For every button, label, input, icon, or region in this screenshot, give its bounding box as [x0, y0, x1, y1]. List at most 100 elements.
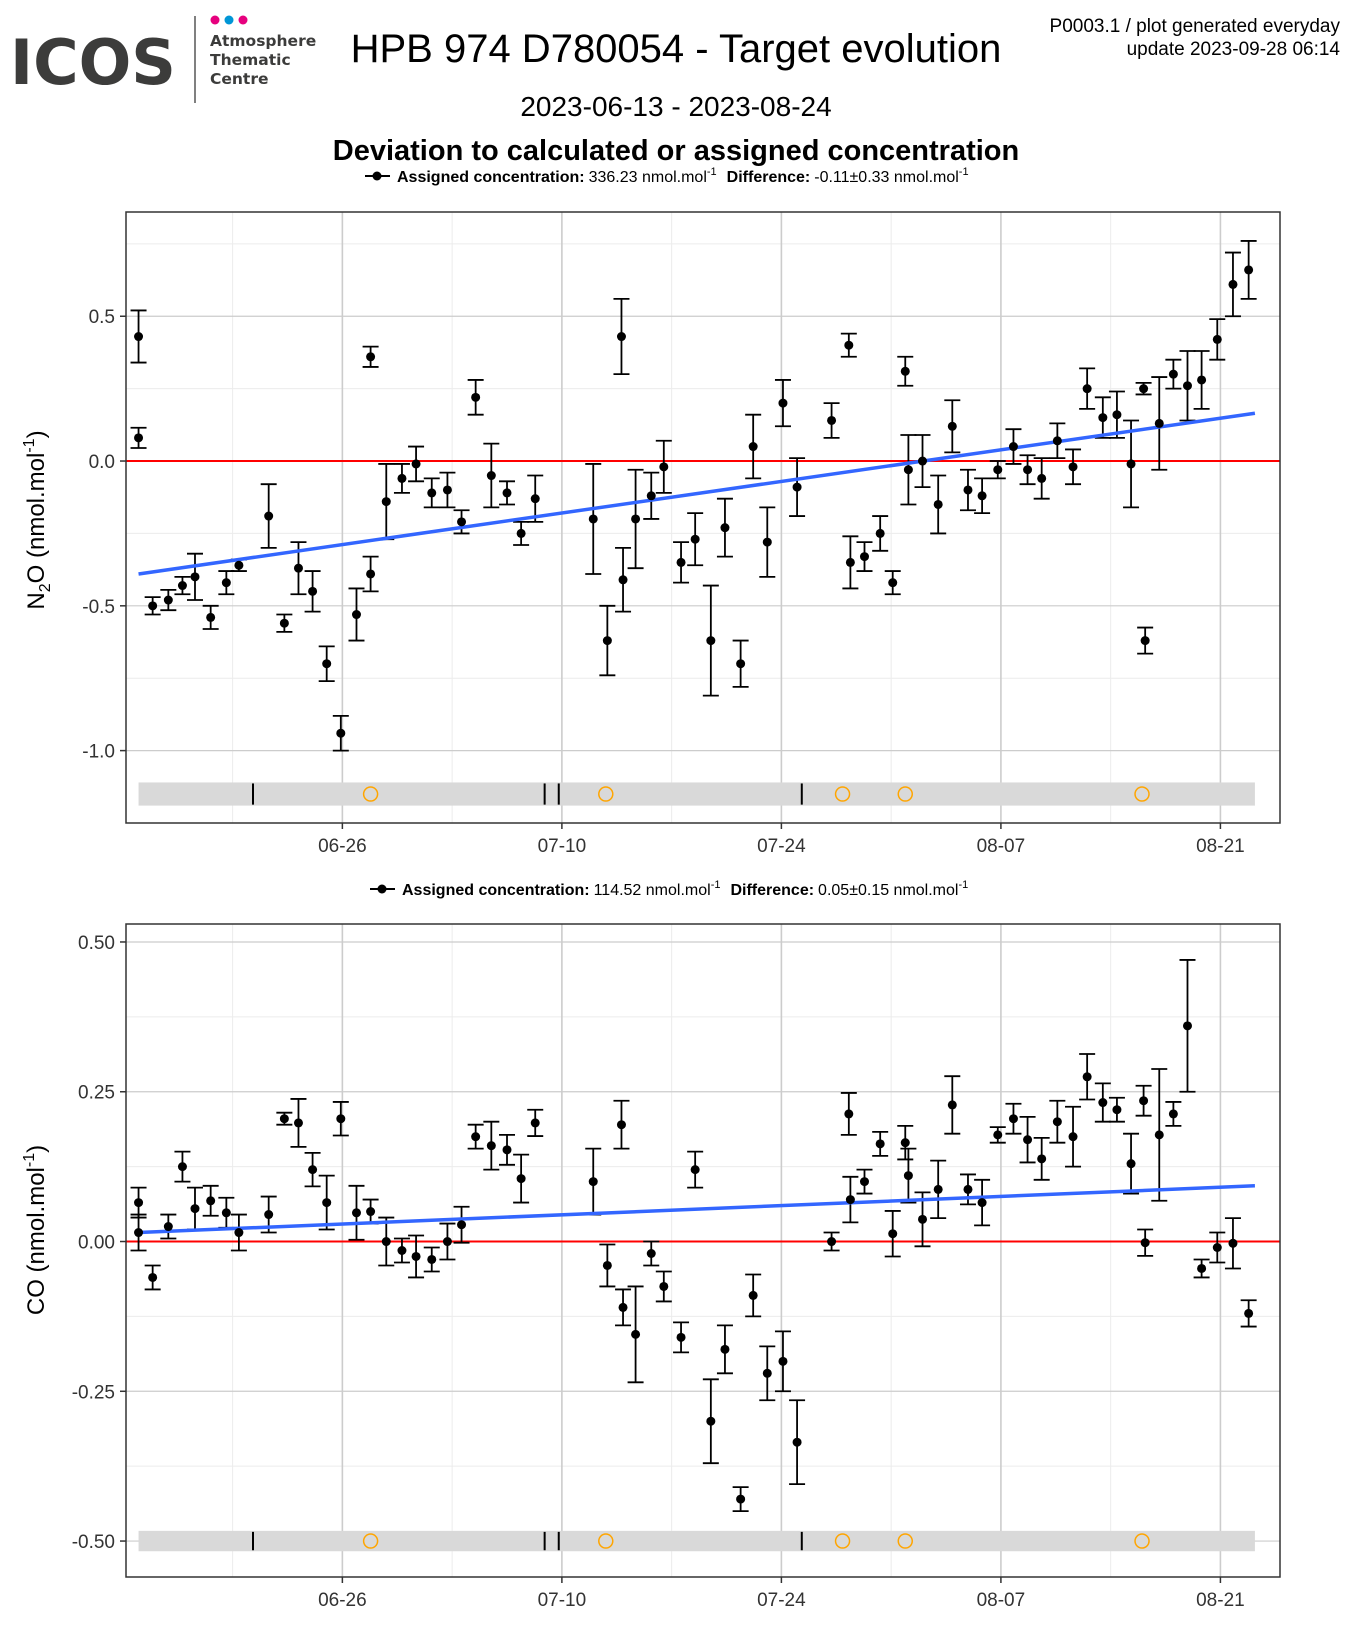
co-data-point	[1008, 1114, 1018, 1124]
n2o-data-point	[859, 552, 869, 562]
co-flag-circle	[897, 1533, 914, 1549]
n2o-data-point	[1082, 384, 1092, 394]
co-data-point	[381, 1237, 391, 1247]
co-data-point	[1112, 1105, 1122, 1115]
n2o-data-point	[706, 636, 716, 646]
n2o-data-point	[1037, 473, 1047, 483]
co-data-point	[977, 1198, 987, 1208]
corner-line-1: P0003.1 / plot generated everyday	[1050, 16, 1341, 37]
co-data-point	[1082, 1072, 1092, 1082]
n2o-data-point	[1168, 369, 1178, 379]
co-data-point	[1154, 1130, 1164, 1140]
co-data-point	[827, 1237, 837, 1247]
co-data-point	[1052, 1117, 1062, 1127]
co-trend-line	[138, 1184, 1255, 1235]
logo-brand: ICOS	[10, 26, 176, 99]
n2o-data-point	[397, 473, 407, 483]
co-y-label-sup: -1	[21, 1153, 38, 1167]
n2o-data-point	[336, 728, 346, 738]
n2o-data-point	[993, 465, 1003, 475]
co-data-point	[1168, 1109, 1178, 1119]
n2o-panel: 06-26 07-10 07-24 08-07 08-21 0.5 0.0 -0.5 -1.0	[82, 211, 1281, 857]
n2o-data-point	[720, 523, 730, 533]
co-data-point	[1098, 1098, 1108, 1108]
co-data-point	[397, 1246, 407, 1255]
chart-heading: Deviation to calculated or assigned conc…	[333, 135, 1019, 167]
co-y-axis-label: CO (nmol.mol-1)	[21, 1145, 50, 1315]
co-data-point	[427, 1254, 437, 1264]
n2o-y-axis-label: N2O (nmol.mol-1)	[21, 430, 54, 609]
co-data-point	[322, 1198, 332, 1208]
n2o-data-point	[264, 511, 274, 521]
co-y-tick-label: 0.50	[78, 933, 115, 954]
n2o-data-point	[778, 398, 788, 408]
n2o-data-point	[845, 557, 855, 567]
logo-dot-1	[210, 15, 220, 25]
n2o-data-point	[875, 528, 885, 538]
co-data-point	[859, 1177, 869, 1187]
n2o-data-point	[659, 462, 669, 472]
co-y-label-main: CO (nmol.mol	[23, 1167, 50, 1315]
legend-co-diff-sup: -1	[958, 879, 968, 891]
n2o-data-point	[977, 491, 987, 501]
co-data-point	[293, 1118, 303, 1128]
n2o-data-point	[1154, 418, 1164, 428]
n2o-y-tick-label: 0.5	[89, 307, 115, 328]
n2o-data-point	[947, 421, 957, 431]
co-data-point	[602, 1260, 612, 1270]
co-flag-circle	[362, 1533, 379, 1549]
n2o-data-point	[442, 485, 452, 495]
co-data-point	[264, 1210, 274, 1220]
co-x-tick-label: 08-21	[1196, 1590, 1245, 1611]
n2o-data-point	[1008, 442, 1018, 452]
legend-co-sup: -1	[711, 879, 721, 891]
legend-n2o-value: 336.23 nmol.mol	[589, 169, 707, 186]
co-data-point	[748, 1290, 758, 1300]
n2o-data-point	[234, 560, 244, 570]
co-data-point	[762, 1368, 772, 1378]
legend-n2o-marker	[372, 171, 382, 181]
legend-co-diff-label: Difference:	[730, 882, 814, 899]
logo-dot-2	[224, 15, 234, 25]
co-data-point	[148, 1272, 158, 1282]
co-data-point	[442, 1237, 452, 1247]
n2o-data-point	[1126, 459, 1136, 469]
n2o-x-tick-label: 07-24	[757, 836, 806, 857]
n2o-data-point	[366, 569, 376, 579]
co-data-point	[690, 1165, 700, 1175]
n2o-flag-circle	[362, 786, 379, 802]
co-panel: 06-26 07-10 07-24 08-07 08-21 0.50 0.25 0.00 -0.…	[72, 923, 1281, 1611]
legend-co-diff-value: 0.05±0.15 nmol.mol	[818, 882, 958, 899]
co-data-point	[1212, 1243, 1222, 1253]
co-y-tick-label: -0.50	[72, 1532, 115, 1553]
n2o-data-point	[471, 392, 481, 402]
n2o-data-point	[427, 488, 437, 498]
icos-logo: ICOS Atmosphere Thematic Centre	[10, 15, 316, 103]
co-data-point	[1182, 1021, 1192, 1031]
co-data-point	[875, 1139, 885, 1149]
n2o-flag-band	[138, 782, 1255, 806]
co-data-point	[616, 1120, 626, 1130]
n2o-y-label-sub: 2	[37, 583, 54, 592]
co-data-point	[1126, 1159, 1136, 1169]
n2o-data-point	[221, 578, 231, 588]
co-y-tick-label: 0.25	[78, 1083, 115, 1104]
n2o-data-point	[903, 465, 913, 475]
co-data-point	[336, 1114, 346, 1124]
logo-dot-3	[238, 15, 248, 25]
n2o-x-tick-label: 08-21	[1196, 836, 1245, 857]
co-y-tick-label: 0.00	[78, 1233, 115, 1254]
n2o-y-label-main: N	[23, 592, 50, 609]
n2o-data-point	[381, 497, 391, 507]
n2o-data-point	[690, 534, 700, 544]
co-data-point	[1037, 1154, 1047, 1164]
n2o-data-point	[888, 578, 898, 588]
co-data-point	[933, 1184, 943, 1194]
n2o-data-point	[748, 442, 758, 452]
co-flag-circle	[598, 1533, 614, 1549]
n2o-trend-line	[138, 411, 1256, 576]
n2o-data-point	[1140, 636, 1150, 646]
n2o-data-point	[900, 366, 910, 376]
n2o-data-point	[134, 433, 144, 443]
co-data-point	[736, 1494, 746, 1504]
